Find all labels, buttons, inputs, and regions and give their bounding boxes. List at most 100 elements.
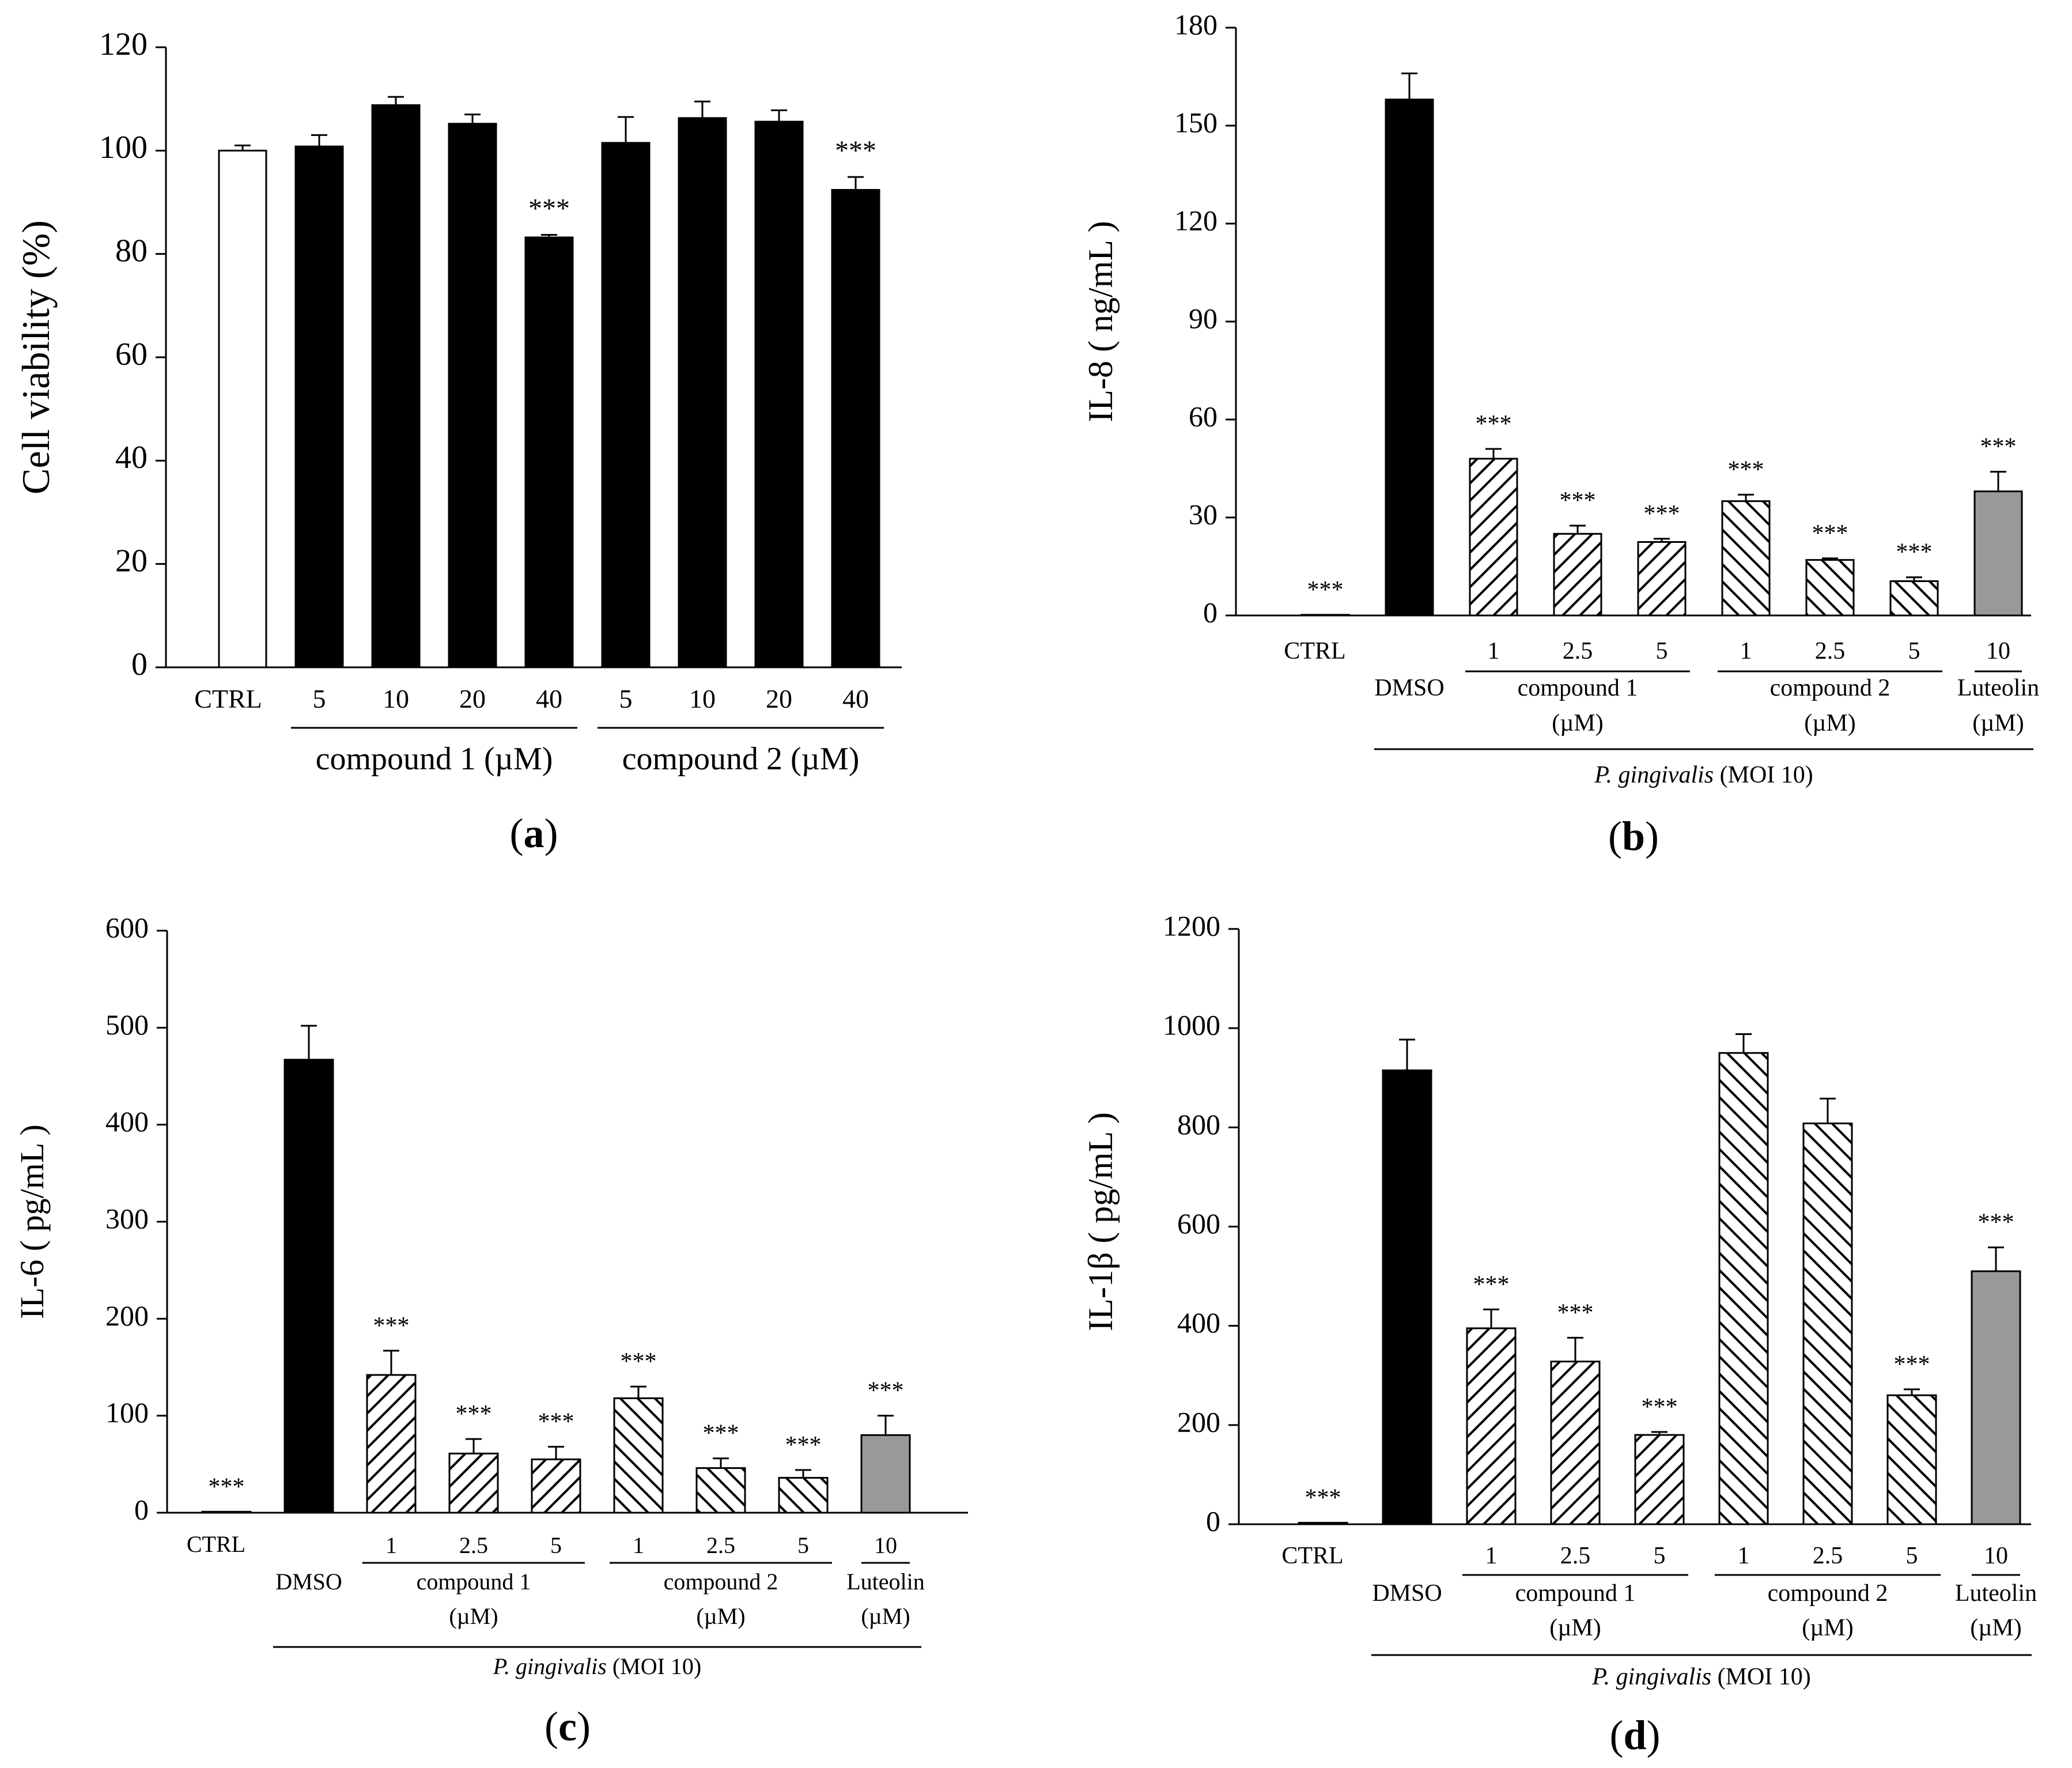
- panel-label-close: ): [545, 810, 558, 856]
- significance-label: ***: [1644, 501, 1680, 527]
- category-label: 10: [874, 1532, 897, 1558]
- category-label: 5: [1656, 638, 1668, 664]
- bar: [448, 123, 497, 668]
- group-unit-label: (µM): [1972, 710, 2024, 736]
- significance-label: ***: [1476, 411, 1512, 437]
- panel-label-close: ): [1647, 1712, 1661, 1758]
- y-tick-label: 0: [131, 647, 148, 682]
- y-tick-label: 800: [1177, 1108, 1220, 1140]
- bar: [1634, 1434, 1685, 1525]
- group-unit-label: (µM): [1552, 710, 1604, 736]
- y-tick-label: 1200: [1163, 909, 1220, 942]
- bar: [1971, 1270, 2021, 1525]
- y-tick-label: 60: [1189, 400, 1218, 432]
- significance-label: ***: [1812, 520, 1848, 547]
- treatment-organism: P. gingivalis: [1594, 762, 1714, 788]
- bar: [1721, 500, 1771, 617]
- bar: [1889, 580, 1939, 617]
- group-label: Luteolin: [1955, 1580, 2037, 1607]
- panel-label-letter: b: [1622, 813, 1645, 859]
- significance-label: ***: [528, 193, 570, 224]
- y-tick-label: 180: [1174, 8, 1218, 40]
- group-label: compound 2: [1770, 675, 1890, 701]
- y-tick-label: 100: [99, 130, 148, 165]
- panel-c: 0 100 200 300 400 500 600 IL-6 ( pg/mL ) *** *** *…: [13, 911, 968, 1750]
- y-tick-label: 200: [105, 1299, 149, 1332]
- panel-label-letter: d: [1623, 1712, 1646, 1758]
- panel-label: (a): [510, 810, 558, 856]
- significance-label: ***: [1978, 1210, 2014, 1236]
- category-label: CTRL: [194, 684, 262, 713]
- group-unit-label: (µM): [449, 1603, 498, 1629]
- bar: [283, 1059, 334, 1514]
- category-label: 40: [842, 684, 869, 713]
- significance-label: ***: [621, 1348, 657, 1375]
- bar: [1550, 1361, 1601, 1525]
- panel-label-close: ): [577, 1703, 591, 1750]
- panel-label-open: (: [545, 1703, 558, 1750]
- y-tick-label: 1000: [1163, 1009, 1220, 1041]
- significance-label: ***: [868, 1378, 904, 1404]
- bar: [1553, 532, 1602, 617]
- panel-label-close: ): [1645, 813, 1659, 859]
- bar: [201, 1510, 252, 1514]
- bar: [366, 1374, 417, 1514]
- y-tick-label: 150: [1174, 106, 1218, 138]
- y-tick-label: 90: [1189, 302, 1218, 334]
- significance-label: ***: [703, 1421, 739, 1447]
- bar: [1637, 541, 1687, 617]
- y-tick-label: 60: [115, 337, 148, 372]
- y-tick-label: 0: [1206, 1505, 1220, 1537]
- category-label: 1: [1488, 638, 1500, 664]
- y-tick-label: 300: [105, 1202, 149, 1234]
- bar: [860, 1434, 911, 1514]
- category-label: CTRL: [1284, 638, 1345, 664]
- significance-label: ***: [1894, 1351, 1930, 1378]
- y-axis-label: IL-6 ( pg/mL ): [13, 1124, 51, 1319]
- group-label: compound 1 (µM): [316, 741, 553, 777]
- y-tick-label: 500: [105, 1008, 149, 1041]
- significance-label: ***: [456, 1401, 492, 1427]
- bar: [524, 236, 574, 668]
- category-label: CTRL: [1281, 1543, 1343, 1569]
- treatment-label: P. gingivalis (MOI 10): [1591, 1664, 1811, 1690]
- bar: [1298, 1521, 1348, 1525]
- y-tick-label: 0: [134, 1493, 149, 1525]
- significance-label: ***: [538, 1409, 574, 1435]
- significance-label: ***: [835, 135, 876, 166]
- y-axis-label: IL-1β ( pg/mL ): [1082, 1112, 1120, 1331]
- y-axis-label: IL-8 ( ng/mL ): [1082, 221, 1120, 422]
- category-label: 1: [1740, 638, 1752, 664]
- category-label: 1: [1738, 1543, 1750, 1569]
- y-tick-label: 80: [115, 233, 148, 269]
- significance-label: ***: [1557, 1299, 1594, 1326]
- bar: [695, 1467, 746, 1514]
- treatment-dose: (MOI 10): [1711, 1664, 1811, 1690]
- treatment-organism: P. gingivalis: [493, 1653, 607, 1679]
- significance-label: ***: [373, 1313, 410, 1339]
- category-label: 10: [689, 684, 716, 713]
- y-tick-label: 0: [1203, 596, 1218, 628]
- panel-label-open: (: [1608, 813, 1622, 859]
- bar: [1805, 559, 1855, 617]
- significance-label: ***: [1896, 539, 1933, 566]
- significance-label: ***: [1473, 1271, 1510, 1298]
- panel-label: (c): [545, 1703, 591, 1750]
- treatment-dose: (MOI 10): [1714, 762, 1813, 788]
- category-label: DMSO: [1374, 675, 1444, 701]
- panel-b: 0 30 60 90 120 150 180 IL-8 ( ng/mL ) *** *** *** *…: [1082, 8, 2039, 859]
- significance-label: ***: [1728, 456, 1764, 483]
- bar: [601, 142, 651, 668]
- bar: [1802, 1122, 1853, 1525]
- bar: [1886, 1394, 1937, 1525]
- bar: [754, 120, 804, 668]
- significance-label: ***: [209, 1474, 245, 1500]
- group-label: compound 1: [417, 1569, 531, 1595]
- bar: [371, 104, 421, 668]
- category-label: 5: [550, 1532, 562, 1558]
- y-tick-label: 100: [105, 1396, 149, 1429]
- group-unit-label: (µM): [1549, 1615, 1601, 1641]
- category-label: 20: [459, 684, 486, 713]
- significance-label: ***: [1305, 1484, 1341, 1511]
